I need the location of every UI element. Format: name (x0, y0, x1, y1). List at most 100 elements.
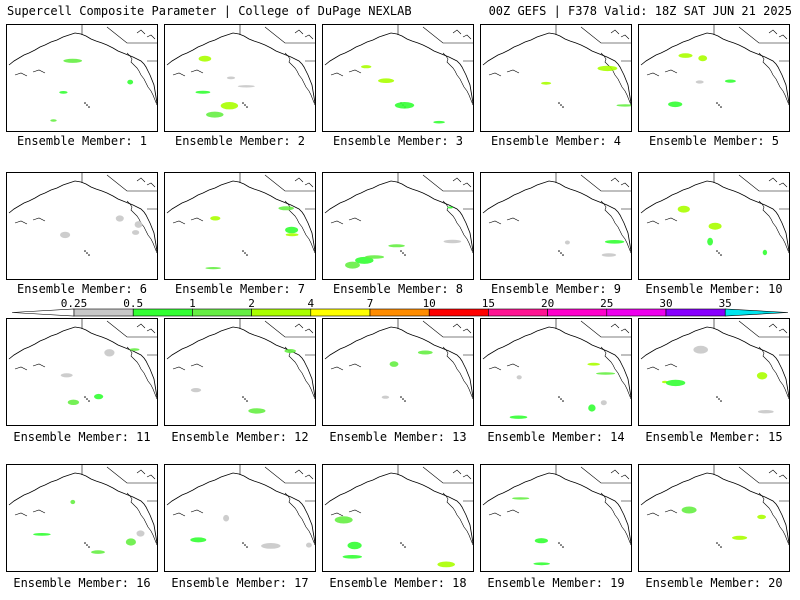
scp-shading (698, 55, 708, 62)
scp-shading (210, 216, 221, 221)
colorbar-segment (665, 308, 726, 317)
member-map-11 (6, 318, 158, 426)
scp-shading (509, 415, 528, 419)
colorbar-tick-label: 20 (541, 298, 554, 310)
map-outline (482, 25, 631, 108)
member-label: Ensemble Member: 14 (487, 430, 625, 444)
scp-shading (347, 541, 362, 550)
scp-shading (285, 233, 299, 237)
scp-shading (724, 79, 736, 83)
scp-shading (104, 349, 115, 357)
scp-shading (678, 53, 693, 58)
scp-shading (60, 373, 73, 378)
scp-shading (447, 206, 454, 209)
colorbar-segment (132, 308, 193, 317)
scp-shading (756, 372, 768, 380)
member-map-1 (6, 24, 158, 132)
member-label: Ensemble Member: 7 (174, 282, 306, 296)
map-outline (166, 465, 315, 549)
scp-shading (364, 255, 385, 259)
member-label: Ensemble Member: 1 (16, 134, 148, 148)
member-label: Ensemble Member: 12 (171, 430, 309, 444)
scp-shading (136, 530, 145, 537)
scp-shading (389, 361, 399, 367)
scp-shading (534, 538, 548, 544)
colorbar-min-arrow (11, 308, 75, 317)
scp-shading (206, 111, 224, 118)
scp-shading (708, 222, 722, 230)
colorbar-segment (606, 308, 667, 317)
scp-shading (443, 239, 462, 244)
colorbar-tick-label: 35 (719, 298, 732, 310)
header-valid-time: 00Z GEFS | F378 Valid: 18Z SAT JUN 21 20… (488, 4, 792, 18)
scp-shading (564, 240, 570, 245)
member-map-15 (638, 318, 790, 426)
member-label: Ensemble Member: 19 (487, 576, 625, 590)
scp-shading (757, 410, 774, 414)
member-map-14 (480, 318, 632, 426)
scp-shading (757, 514, 766, 520)
scp-shading (115, 215, 124, 222)
member-map-16 (6, 464, 158, 572)
scp-shading (70, 499, 76, 505)
map-outline (8, 319, 157, 405)
scp-shading (132, 230, 140, 235)
member-label: Ensemble Member: 9 (490, 282, 622, 296)
scp-shading (707, 237, 713, 246)
scp-shading (588, 404, 596, 412)
scp-shading (762, 249, 768, 256)
scp-shading (512, 497, 530, 500)
scp-shading (417, 350, 433, 355)
colorbar-tick-label: 4 (307, 298, 314, 310)
scp-shading (334, 516, 353, 524)
scp-shading (381, 395, 390, 399)
scp-shading (587, 362, 600, 366)
colorbar-tick-label: 25 (600, 298, 613, 310)
map-outline (640, 25, 789, 108)
member-map-8 (322, 172, 474, 280)
colorbar-tick-label: 0.25 (61, 298, 88, 310)
scp-shading (129, 348, 140, 351)
scp-shading (284, 349, 296, 353)
scp-shading (127, 79, 134, 85)
scp-shading (278, 206, 294, 211)
member-map-19 (480, 464, 632, 572)
scp-shading (59, 91, 68, 94)
scp-shading (134, 221, 143, 228)
member-label: Ensemble Member: 13 (329, 430, 467, 444)
scp-shading (601, 253, 617, 257)
scp-shading (342, 555, 362, 559)
header-title: Supercell Composite Parameter | College … (7, 4, 412, 18)
member-map-18 (322, 464, 474, 572)
scp-shading (125, 538, 136, 546)
colorbar-tick-label: 2 (248, 298, 255, 310)
map-outline (640, 173, 789, 256)
map-outline (8, 173, 157, 256)
member-label: Ensemble Member: 5 (648, 134, 780, 148)
scp-shading (248, 408, 266, 414)
colorbar-tick-label: 7 (367, 298, 374, 310)
member-map-6 (6, 172, 158, 280)
scp-shading (361, 65, 372, 69)
member-map-20 (638, 464, 790, 572)
member-map-4 (480, 24, 632, 132)
scp-shading (345, 261, 360, 269)
member-label: Ensemble Member: 2 (174, 134, 306, 148)
scp-shading (668, 101, 683, 108)
scp-shading (378, 78, 395, 83)
scp-shading (665, 379, 686, 387)
colorbar-segment (73, 308, 134, 317)
scp-shading (237, 85, 255, 88)
scp-shading (516, 375, 522, 380)
map-outline (482, 319, 631, 419)
colorbar-segment (192, 308, 252, 317)
member-label: Ensemble Member: 15 (645, 430, 783, 444)
scp-shading (285, 226, 299, 234)
scp-shading (677, 205, 690, 213)
map-outline (640, 465, 789, 548)
scp-shading (50, 119, 57, 122)
scp-shading (388, 244, 405, 248)
member-label: Ensemble Member: 18 (329, 576, 467, 590)
map-outline (166, 173, 315, 270)
colorbar-tick-label: 15 (482, 298, 495, 310)
